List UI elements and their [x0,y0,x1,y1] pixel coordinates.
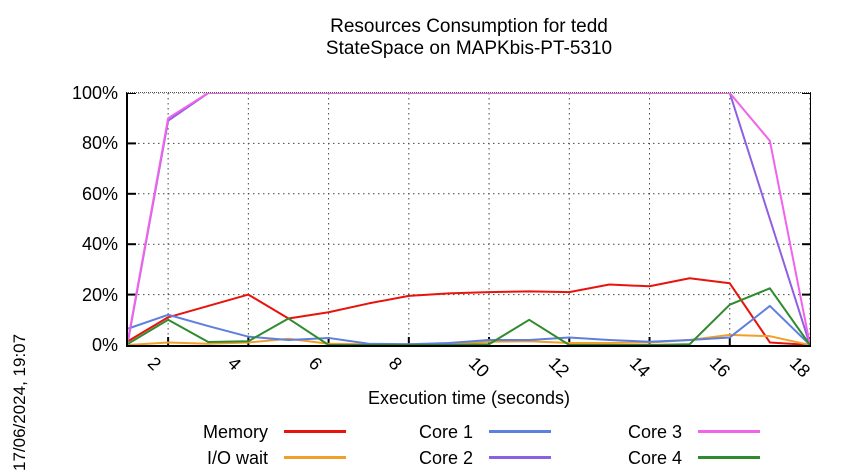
series-line-i-o-wait [128,333,810,345]
series-line-core-4 [128,287,810,345]
x-tick-label: 2 [143,353,166,375]
chart-title-line1: Resources Consumption for tedd [330,16,608,37]
x-axis-title: Execution time (seconds) [367,388,571,408]
legend-label-core2: Core 2 [418,448,473,468]
legend-swatch-io-wait [284,456,346,459]
series-line-core-1 [128,304,810,345]
timestamp-label: 17/06/2024, 19:07 [10,333,29,471]
x-tick-label: 16 [705,353,734,382]
legend-label-core1: Core 1 [418,422,473,442]
y-tick-label: 40% [81,234,118,255]
legend-item-memory: Memory [158,420,346,444]
legend-item-core3: Core 3 [572,420,760,444]
legend-item-core2: Core 2 [363,446,551,470]
y-tick-label: 100% [71,83,118,103]
y-tick-label: 20% [81,284,118,305]
legend-item-io-wait: I/O wait [158,446,346,470]
x-tick-label: 14 [625,353,654,382]
legend-swatch-core2 [489,456,551,459]
x-tick-label: 6 [304,353,326,375]
legend-label-core4: Core 4 [627,448,682,468]
x-tick-label: 8 [384,353,406,375]
x-tick-label: 4 [224,353,246,375]
legend-swatch-core4 [698,456,760,459]
x-tick-label: 10 [464,353,494,382]
series-line-core-2 [128,93,810,345]
chart-title-line2: StateSpace on MAPKbis-PT-5310 [325,38,613,59]
legend-swatch-core3 [698,430,760,433]
chart-title: Resources Consumption for tedd StateSpac… [128,16,810,60]
series-line-memory [128,277,810,345]
legend-label-io-wait: I/O wait [206,448,268,468]
legend-item-core1: Core 1 [363,420,551,444]
legend-item-core4: Core 4 [572,446,760,470]
legend-label-memory: Memory [202,422,268,442]
plot-area [126,92,811,347]
legend-swatch-memory [284,430,346,433]
plot-canvas [128,93,810,345]
x-tick-label: 12 [545,353,574,382]
x-tick-label: 18 [785,353,815,382]
legend-swatch-core1 [489,430,551,433]
y-tick-label: 80% [81,133,118,154]
y-tick-label: 0% [91,335,118,355]
y-tick-label: 60% [81,183,118,204]
series-line-core-3 [128,93,810,345]
legend-label-core3: Core 3 [627,422,682,442]
